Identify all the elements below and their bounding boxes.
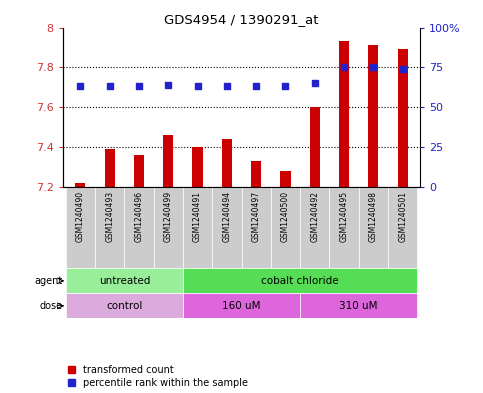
Point <box>194 83 201 90</box>
FancyBboxPatch shape <box>66 187 95 268</box>
Bar <box>280 171 291 187</box>
Point <box>399 66 407 72</box>
Text: dose: dose <box>39 301 62 311</box>
Bar <box>251 161 261 187</box>
Bar <box>75 183 85 187</box>
Point <box>340 64 348 70</box>
Bar <box>192 147 203 187</box>
Text: GSM1240493: GSM1240493 <box>105 191 114 242</box>
Text: 160 uM: 160 uM <box>222 301 261 311</box>
FancyBboxPatch shape <box>66 268 183 293</box>
Legend: transformed count, percentile rank within the sample: transformed count, percentile rank withi… <box>68 365 248 388</box>
Text: GSM1240495: GSM1240495 <box>340 191 349 242</box>
Point <box>106 83 114 90</box>
Bar <box>163 135 173 187</box>
FancyBboxPatch shape <box>66 293 183 318</box>
Point <box>369 64 377 70</box>
Bar <box>222 139 232 187</box>
FancyBboxPatch shape <box>271 187 300 268</box>
Bar <box>339 41 349 187</box>
FancyBboxPatch shape <box>242 187 271 268</box>
Text: GSM1240496: GSM1240496 <box>134 191 143 242</box>
Text: GSM1240497: GSM1240497 <box>252 191 261 242</box>
Text: GSM1240500: GSM1240500 <box>281 191 290 242</box>
FancyBboxPatch shape <box>300 187 329 268</box>
Point <box>252 83 260 90</box>
Text: control: control <box>106 301 142 311</box>
Text: GSM1240491: GSM1240491 <box>193 191 202 242</box>
Text: GSM1240494: GSM1240494 <box>222 191 231 242</box>
Bar <box>104 149 115 187</box>
Bar <box>134 155 144 187</box>
FancyBboxPatch shape <box>359 187 388 268</box>
Text: GSM1240501: GSM1240501 <box>398 191 407 242</box>
FancyBboxPatch shape <box>388 187 417 268</box>
Point <box>282 83 289 90</box>
FancyBboxPatch shape <box>183 187 212 268</box>
Point <box>223 83 231 90</box>
Bar <box>368 46 379 187</box>
Text: GSM1240492: GSM1240492 <box>310 191 319 242</box>
Text: GSM1240499: GSM1240499 <box>164 191 173 242</box>
Bar <box>398 50 408 187</box>
Text: GSM1240498: GSM1240498 <box>369 191 378 242</box>
FancyBboxPatch shape <box>154 187 183 268</box>
FancyBboxPatch shape <box>329 187 359 268</box>
Bar <box>310 107 320 187</box>
Point <box>135 83 143 90</box>
Text: cobalt chloride: cobalt chloride <box>261 276 339 286</box>
Point <box>164 82 172 88</box>
Text: 310 uM: 310 uM <box>340 301 378 311</box>
Text: untreated: untreated <box>99 276 150 286</box>
FancyBboxPatch shape <box>212 187 242 268</box>
FancyBboxPatch shape <box>95 187 124 268</box>
Point <box>311 80 319 86</box>
Text: agent: agent <box>34 276 62 286</box>
FancyBboxPatch shape <box>300 293 417 318</box>
Point <box>76 83 84 90</box>
FancyBboxPatch shape <box>183 293 300 318</box>
Text: GSM1240490: GSM1240490 <box>76 191 85 242</box>
Title: GDS4954 / 1390291_at: GDS4954 / 1390291_at <box>164 13 319 26</box>
FancyBboxPatch shape <box>124 187 154 268</box>
FancyBboxPatch shape <box>183 268 417 293</box>
